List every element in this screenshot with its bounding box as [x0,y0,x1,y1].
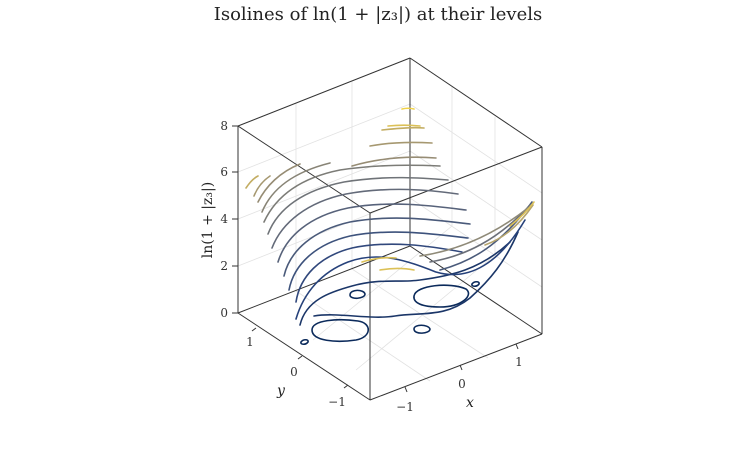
isoline-level-6.5 [369,141,433,147]
isoline-level-4.0 [271,188,459,249]
isoline-level-8.0 [401,107,415,110]
isoline-level-2.0 [419,207,529,257]
z-tick-label: 0 [220,306,228,320]
isolines [245,107,535,346]
isoline-level-2.0 [361,256,397,263]
z-tick-label: 8 [220,119,228,133]
y-tick-label: 1 [246,335,254,349]
y-axis: 1 0 −1 y [246,327,349,409]
isoline-level-3.5 [277,203,467,263]
z-tick-label: 2 [220,259,228,273]
y-tick-label: 0 [290,365,298,379]
isoline-level-5.0 [263,164,441,223]
x-tick-label: −1 [396,400,414,414]
isoline-level-1.0 [299,241,511,326]
isoline-level-7.5 [387,124,421,127]
isoline-level-3.0 [509,201,535,227]
isoline-level-0.5 [413,284,470,308]
isoline-level-7.0 [381,126,425,131]
isoline-level-2.5 [288,231,469,291]
isoline-level-0.5 [311,318,370,343]
y-tick-label: −1 [328,395,346,409]
x-axis-title: x [466,395,474,411]
x-tick-label: 1 [515,355,523,369]
y-axis-title: y [276,383,286,399]
isoline-level-0.5 [413,324,431,334]
isoline-level-1.0 [313,231,519,318]
x-tick-label: 0 [458,377,466,391]
z-axis-title: ln(1 + |z₃|) [200,182,216,258]
isoline-level-7.0 [245,175,259,189]
isoline-level-1.5 [295,219,526,320]
z-axis: 0 2 4 6 8 ln(1 + |z₃|) [200,119,238,320]
isoline-level-5.5 [261,162,331,213]
isoline-level-6.0 [257,163,301,203]
grid-lines [237,57,543,382]
isoline-level-3.0 [283,217,471,277]
isoline-level-2.0 [379,267,415,271]
isoline-level-2.5 [484,204,534,246]
x-axis: −1 0 1 x [396,343,523,414]
isoline-level-0.5 [349,289,366,300]
isoline-level-1.5 [429,204,531,263]
z-tick-label: 4 [220,212,228,226]
chart-title: Isolines of ln(1 + |z₃|) at their levels [214,4,543,25]
isoline-level-4.5 [267,176,449,235]
isoline-level-0.5 [471,280,480,288]
z-tick-label: 6 [220,165,228,179]
isoline-level-0.5 [300,338,309,346]
isoline-level-6.5 [253,175,271,197]
isoline-level-2.0 [295,243,463,303]
isoline-level-6.0 [351,156,437,167]
